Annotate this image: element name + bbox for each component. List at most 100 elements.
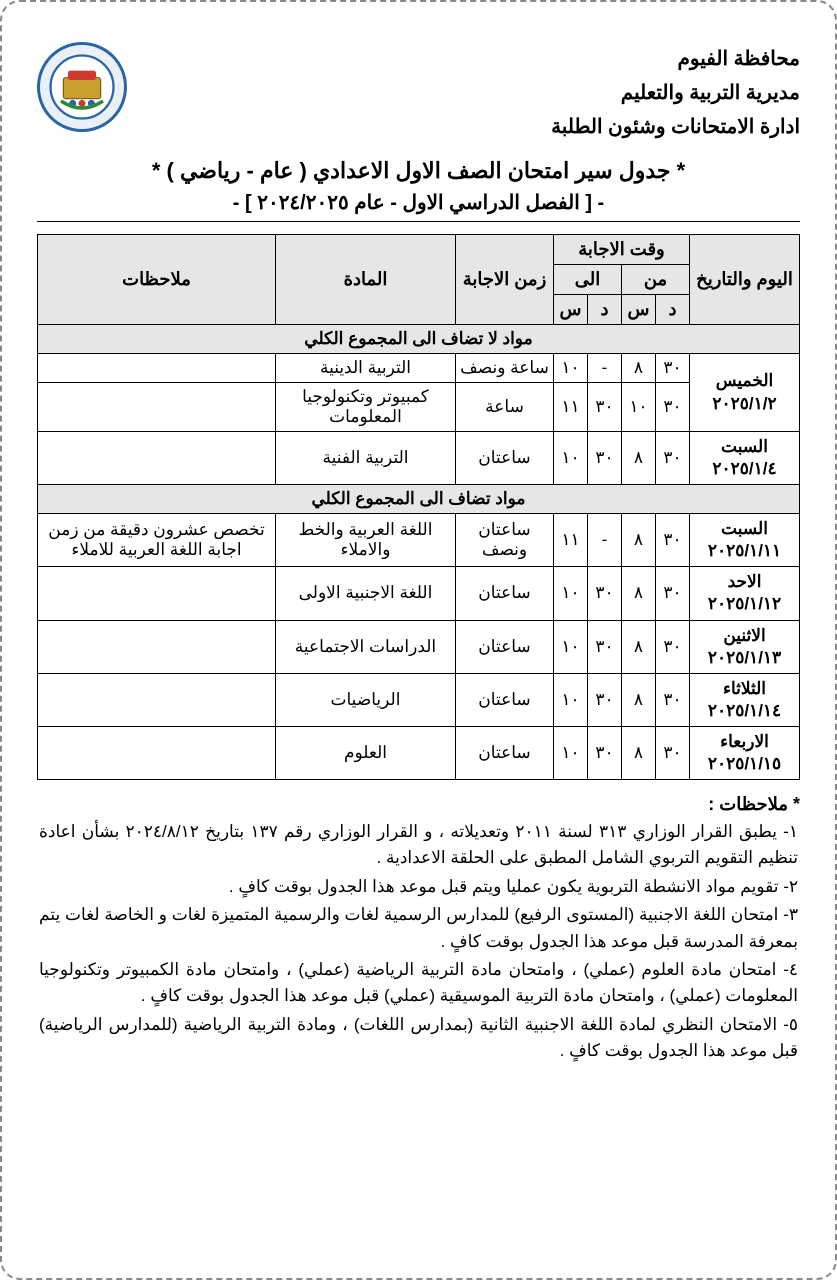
date-label: ٢٠٢٥/١/١١	[693, 540, 796, 562]
to-d: ٣٠	[588, 432, 622, 485]
main-title: * جدول سير امتحان الصف الاول الاعدادي ( …	[37, 158, 800, 184]
hdr-date: اليوم والتاريخ	[690, 235, 800, 325]
from-s: ٨	[622, 514, 656, 567]
date-cell: الثلاثاء ٢٠٢٥/١/١٤	[690, 673, 800, 726]
table-head: اليوم والتاريخ وقت الاجابة زمن الاجابة ا…	[38, 235, 800, 325]
to-s: ١٠	[553, 354, 587, 383]
day-label: السبت	[693, 518, 796, 540]
table-body: مواد لا تضاف الى المجموع الكلي الخميس ٢٠…	[38, 325, 800, 780]
from-s: ٨	[622, 726, 656, 779]
table-row: الاحد ٢٠٢٥/١/١٢ ٣٠ ٨ ٣٠ ١٠ ساعتان اللغة …	[38, 567, 800, 620]
to-s: ١٠	[553, 620, 587, 673]
note-item: ١- يطبق القرار الوزاري ٣١٣ لسنة ٢٠١١ وتع…	[39, 819, 798, 872]
from-d: ٣٠	[656, 620, 690, 673]
note-item: ٣- امتحان اللغة الاجنبية (المستوى الرفيع…	[39, 902, 798, 955]
note-cell	[38, 432, 276, 485]
governorate-line: محافظة الفيوم	[551, 42, 800, 76]
header-text-block: محافظة الفيوم مديرية التربية والتعليم اد…	[551, 42, 800, 144]
to-d: ٣٠	[588, 726, 622, 779]
to-d: ٣٠	[588, 567, 622, 620]
subject-cell: كمبيوتر وتكنولوجيا المعلومات	[275, 383, 455, 432]
hdr-from-s: س	[622, 295, 656, 325]
date-cell: الاثنين ٢٠٢٥/١/١٣	[690, 620, 800, 673]
table-row: الخميس ٢٠٢٥/١/٢ ٣٠ ٨ - ١٠ ساعة ونصف التر…	[38, 354, 800, 383]
from-d: ٣٠	[656, 567, 690, 620]
date-cell: الاربعاء ٢٠٢٥/١/١٥	[690, 726, 800, 779]
note-cell	[38, 354, 276, 383]
section-2-label: مواد تضاف الى المجموع الكلي	[38, 485, 800, 514]
directorate-line: مديرية التربية والتعليم	[551, 76, 800, 110]
from-s: ٨	[622, 432, 656, 485]
date-label: ٢٠٢٥/١/١٤	[693, 700, 796, 722]
table-row: السبت ٢٠٢٥/١/١١ ٣٠ ٨ - ١١ ساعتان ونصف ال…	[38, 514, 800, 567]
date-label: ٢٠٢٥/١/٤	[693, 458, 796, 480]
to-s: ١١	[553, 514, 587, 567]
date-cell: السبت ٢٠٢٥/١/١١	[690, 514, 800, 567]
to-d: ٣٠	[588, 620, 622, 673]
notes-header: * ملاحظات :	[37, 794, 800, 815]
table-row: السبت ٢٠٢٥/١/٤ ٣٠ ٨ ٣٠ ١٠ ساعتان التربية…	[38, 432, 800, 485]
note-cell	[38, 383, 276, 432]
date-cell: الخميس ٢٠٢٥/١/٢	[690, 354, 800, 432]
note-item: ٥- الامتحان النظري لمادة اللغة الاجنبية …	[39, 1012, 798, 1065]
duration-cell: ساعتان	[455, 620, 553, 673]
page: محافظة الفيوم مديرية التربية والتعليم اد…	[0, 0, 837, 1280]
note-cell	[38, 567, 276, 620]
note-cell	[38, 620, 276, 673]
day-label: الخميس	[693, 370, 796, 392]
hdr-to-d: د	[588, 295, 622, 325]
subject-cell: التربية الدينية	[275, 354, 455, 383]
to-s: ١٠	[553, 673, 587, 726]
date-label: ٢٠٢٥/١/٢	[693, 393, 796, 415]
day-label: الاحد	[693, 571, 796, 593]
from-d: ٣٠	[656, 354, 690, 383]
duration-cell: ساعتان	[455, 726, 553, 779]
date-label: ٢٠٢٥/١/١٣	[693, 647, 796, 669]
duration-cell: ساعة ونصف	[455, 354, 553, 383]
subject-cell: التربية الفنية	[275, 432, 455, 485]
day-label: الاثنين	[693, 625, 796, 647]
sub-title: - [ الفصل الدراسي الاول - عام ٢٠٢٤/٢٠٢٥ …	[37, 190, 800, 215]
seal-icon	[47, 52, 117, 122]
section-2-header: مواد تضاف الى المجموع الكلي	[38, 485, 800, 514]
notes-list: ١- يطبق القرار الوزاري ٣١٣ لسنة ٢٠١١ وتع…	[37, 819, 800, 1064]
sub-year: ٢٠٢٤/٢٠٢٥	[257, 192, 349, 214]
date-cell: الاحد ٢٠٢٥/١/١٢	[690, 567, 800, 620]
sub-prefix: - [	[580, 192, 604, 214]
note-item: ٢- تقويم مواد الانشطة التربوية يكون عملي…	[39, 874, 798, 900]
to-s: ١٠	[553, 567, 587, 620]
note-cell: تخصص عشرون دقيقة من زمن اجابة اللغة العر…	[38, 514, 276, 567]
subject-cell: الدراسات الاجتماعية	[275, 620, 455, 673]
hdr-duration: زمن الاجابة	[455, 235, 553, 325]
from-d: ٣٠	[656, 673, 690, 726]
to-d: -	[588, 514, 622, 567]
sub-suffix: ] -	[233, 192, 257, 214]
hdr-from-d: د	[656, 295, 690, 325]
note-cell	[38, 726, 276, 779]
note-item: ٤- امتحان مادة العلوم (عملي) ، وامتحان م…	[39, 957, 798, 1010]
date-label: ٢٠٢٥/١/١٥	[693, 753, 796, 775]
table-row: الثلاثاء ٢٠٢٥/١/١٤ ٣٠ ٨ ٣٠ ١٠ ساعتان الر…	[38, 673, 800, 726]
to-s: ١٠	[553, 432, 587, 485]
from-d: ٣٠	[656, 726, 690, 779]
sub-bold: الفصل الدراسي الاول	[402, 192, 579, 214]
to-s: ١٠	[553, 726, 587, 779]
day-label: الثلاثاء	[693, 678, 796, 700]
from-s: ٨	[622, 620, 656, 673]
to-s: ١١	[553, 383, 587, 432]
from-d: ٣٠	[656, 514, 690, 567]
note-cell	[38, 673, 276, 726]
table-row: الاربعاء ٢٠٢٥/١/١٥ ٣٠ ٨ ٣٠ ١٠ ساعتان الع…	[38, 726, 800, 779]
to-d: -	[588, 354, 622, 383]
from-d: ٣٠	[656, 432, 690, 485]
subject-cell: اللغة العربية والخط والاملاء	[275, 514, 455, 567]
day-label: الاربعاء	[693, 731, 796, 753]
from-s: ١٠	[622, 383, 656, 432]
document-header: محافظة الفيوم مديرية التربية والتعليم اد…	[37, 42, 800, 144]
department-line: ادارة الامتحانات وشئون الطلبة	[551, 110, 800, 144]
seal-logo	[37, 42, 127, 132]
duration-cell: ساعتان ونصف	[455, 514, 553, 567]
hdr-to-s: س	[553, 295, 587, 325]
to-d: ٣٠	[588, 383, 622, 432]
duration-cell: ساعتان	[455, 567, 553, 620]
